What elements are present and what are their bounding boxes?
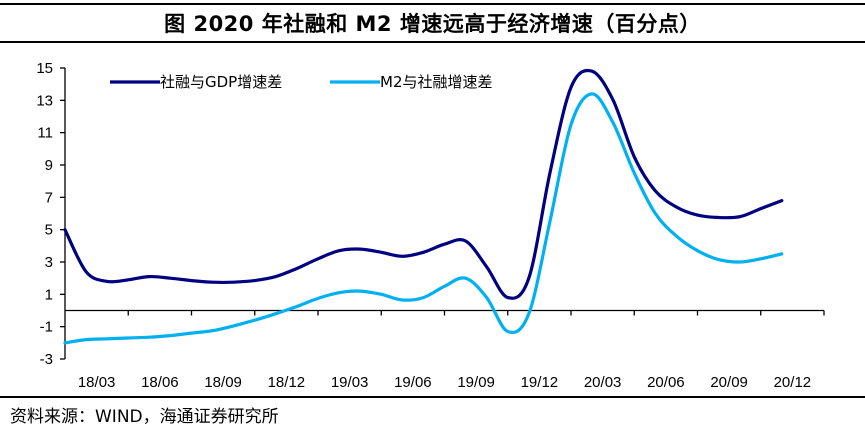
x-tick-label: 20/12 <box>774 374 812 391</box>
source-rule <box>0 396 865 398</box>
x-tick-label: 19/03 <box>331 374 369 391</box>
y-tick-label: 9 <box>45 157 53 174</box>
chart-title: 图 2020 年社融和 M2 增速远高于经济增速（百分点） <box>164 12 701 36</box>
y-tick-label: 3 <box>45 254 53 271</box>
x-tick-label: 20/03 <box>584 374 622 391</box>
x-tick-label: 20/06 <box>647 374 685 391</box>
y-tick-label: 13 <box>36 92 53 109</box>
line-chart: 15 13 11 9 7 5 3 1 -1 -3 18/03 18/06 18/09 18/12 19/03… <box>36 60 825 391</box>
title-rule <box>0 41 865 43</box>
series-line-1 <box>63 68 784 300</box>
y-tick-label: -1 <box>40 319 53 336</box>
legend-label-1: 社融与GDP增速差 <box>160 73 282 91</box>
x-tick-label: 18/12 <box>268 374 306 391</box>
axes: 15 13 11 9 7 5 3 1 -1 -3 18/03 18/06 18/09 18/12 19/03… <box>36 60 825 391</box>
top-rule <box>0 3 865 5</box>
y-tick-label: 11 <box>37 125 53 142</box>
x-tick-label: 18/06 <box>141 374 179 391</box>
y-tick-label: 1 <box>45 286 53 303</box>
x-tick-label: 18/09 <box>204 374 242 391</box>
y-tick-label: 15 <box>36 60 53 77</box>
x-tick-label: 19/06 <box>394 374 432 391</box>
y-tick-label: 5 <box>45 222 53 239</box>
x-tick-label: 18/03 <box>78 374 116 391</box>
legend: 社融与GDP增速差 M2与社融增速差 <box>110 73 493 91</box>
source-note: 资料来源：WIND，海通证券研究所 <box>10 407 279 427</box>
y-tick-label: 7 <box>45 189 53 206</box>
x-tick-label: 20/09 <box>710 374 748 391</box>
y-tick-label: -3 <box>40 351 53 368</box>
legend-label-2: M2与社融增速差 <box>380 73 493 91</box>
series-line-2 <box>63 92 784 345</box>
x-tick-label: 19/12 <box>521 374 559 391</box>
x-tick-label: 19/09 <box>457 374 495 391</box>
series-group <box>63 68 784 345</box>
